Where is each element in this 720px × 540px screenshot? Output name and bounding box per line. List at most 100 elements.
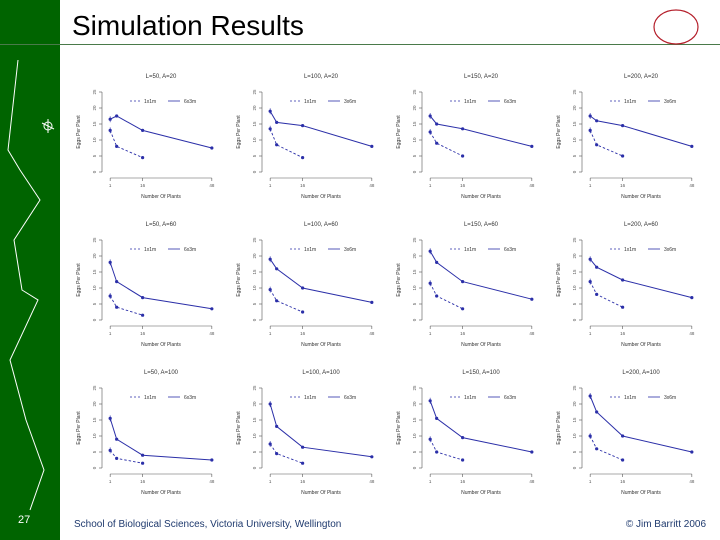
- data-point: [275, 299, 279, 303]
- legend-label: 1x1m: [144, 99, 156, 105]
- legend: 1x1m 6x3m: [290, 395, 356, 401]
- y-tick-label: 15: [92, 417, 97, 423]
- legend-label: 1x1m: [304, 395, 316, 401]
- y-tick-label: 10: [92, 137, 97, 143]
- legend-label: 1x1m: [144, 395, 156, 401]
- legend-label: 1x1m: [304, 247, 316, 253]
- data-point: [115, 437, 119, 441]
- y-tick-label: 10: [412, 433, 417, 439]
- y-tick-label: 5: [412, 302, 417, 305]
- x-tick-label: 16: [140, 183, 146, 188]
- x-tick-label: 48: [209, 183, 215, 188]
- y-axis-label: Eggs Per Plant: [76, 411, 82, 445]
- legend-label: 6x3m: [504, 99, 516, 105]
- y-tick-label: 20: [252, 253, 257, 259]
- data-point: [301, 156, 305, 160]
- title-divider: [0, 44, 720, 45]
- data-point: [530, 450, 534, 454]
- y-tick-label: 5: [572, 450, 577, 453]
- legend: 1x1m 6x3m: [450, 395, 516, 401]
- series-line-solid: [269, 110, 372, 147]
- y-axis-label: Eggs Per Plant: [76, 263, 82, 297]
- y-tick-label: 25: [252, 237, 257, 243]
- x-tick-label: 48: [369, 183, 375, 188]
- data-point: [301, 124, 305, 128]
- data-point: [141, 461, 145, 465]
- legend-label: 3x6m: [664, 99, 676, 105]
- x-tick-label: 48: [689, 479, 695, 484]
- y-tick-label: 0: [412, 318, 417, 321]
- data-point: [595, 410, 599, 414]
- data-point: [621, 305, 625, 309]
- legend-label: 1x1m: [144, 247, 156, 253]
- y-tick-label: 10: [252, 285, 257, 291]
- y-tick-label: 5: [92, 302, 97, 305]
- panel-title: L=50, A=20: [146, 74, 177, 80]
- x-tick-label: 1: [429, 331, 432, 336]
- y-tick-label: 15: [252, 121, 257, 127]
- x-tick-label: 1: [429, 183, 432, 188]
- y-tick-label: 10: [572, 137, 577, 143]
- data-point: [461, 280, 465, 284]
- data-point: [275, 120, 279, 124]
- x-tick-label: 16: [140, 479, 146, 484]
- data-point: [115, 144, 119, 148]
- panel-title: L=200, A=20: [624, 74, 659, 80]
- data-point: [595, 143, 599, 147]
- y-tick-label: 15: [92, 121, 97, 127]
- x-tick-label: 48: [529, 479, 535, 484]
- legend-label: 1x1m: [464, 99, 476, 105]
- data-point: [141, 296, 145, 300]
- data-point: [275, 267, 279, 271]
- chart-panel: L=50, A=100 0 5 10 15 20 25 Eggs Per Plant 1 16 48…: [76, 370, 215, 496]
- chart-panel: L=150, A=20 0 5 10 15 20 25 Eggs Per Plant 1 16 48…: [396, 74, 535, 200]
- series-line-solid: [589, 115, 692, 147]
- x-tick-label: 16: [460, 331, 466, 336]
- y-tick-label: 20: [252, 401, 257, 407]
- x-tick-label: 16: [620, 479, 626, 484]
- legend-label: 1x1m: [304, 99, 316, 105]
- y-tick-label: 15: [92, 269, 97, 275]
- panel-title: L=50, A=100: [144, 370, 179, 376]
- y-tick-label: 0: [92, 318, 97, 321]
- legend-label: 1x1m: [624, 395, 636, 401]
- y-tick-label: 5: [92, 450, 97, 453]
- x-tick-label: 16: [300, 331, 306, 336]
- y-axis-label: Eggs Per Plant: [396, 115, 402, 149]
- series-line-dashed: [429, 438, 463, 461]
- x-axis-label: Number Of Plants: [141, 342, 181, 348]
- series-line-solid: [269, 403, 372, 458]
- x-axis-label: Number Of Plants: [141, 490, 181, 496]
- data-point: [595, 265, 599, 269]
- legend-label: 6x3m: [344, 395, 356, 401]
- x-tick-label: 16: [460, 183, 466, 188]
- panel-title: L=150, A=20: [464, 74, 499, 80]
- legend: 1x1m 6x3m: [130, 99, 196, 105]
- y-tick-label: 5: [252, 154, 257, 157]
- series-line-dashed: [109, 295, 143, 316]
- footer-copyright: © Jim Barritt 2006: [625, 519, 706, 530]
- y-tick-label: 0: [412, 170, 417, 173]
- x-tick-label: 48: [689, 331, 695, 336]
- x-tick-label: 48: [369, 331, 375, 336]
- decorative-zigzag-line: [7, 59, 45, 511]
- data-point: [595, 292, 599, 296]
- data-point: [301, 286, 305, 290]
- panel-title: L=100, A=100: [302, 370, 340, 376]
- legend: 1x1m 6x3m: [450, 247, 516, 253]
- series-line-solid: [429, 400, 532, 453]
- panel-title: L=100, A=20: [304, 74, 339, 80]
- x-tick-label: 1: [589, 183, 592, 188]
- y-tick-label: 5: [412, 450, 417, 453]
- series-line-dashed: [429, 131, 463, 157]
- footer-institution: School of Biological Sciences, Victoria …: [74, 519, 342, 530]
- data-point: [115, 114, 119, 118]
- y-tick-label: 20: [412, 253, 417, 259]
- y-tick-label: 20: [412, 105, 417, 111]
- sprout-icon: [41, 119, 55, 133]
- y-axis-label: Eggs Per Plant: [556, 115, 562, 149]
- series-line-dashed: [269, 443, 303, 464]
- data-point: [530, 144, 534, 148]
- panel-title: L=150, A=60: [464, 222, 499, 228]
